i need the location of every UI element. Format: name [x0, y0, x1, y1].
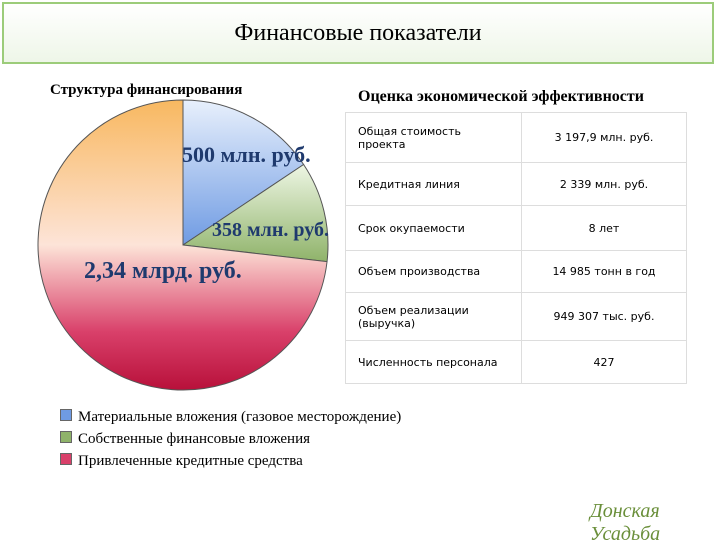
- pie-slice: [37, 99, 328, 391]
- legend-swatch: [60, 431, 72, 443]
- legend-label: Материальные вложения (газовое месторожд…: [78, 409, 402, 425]
- table-row: Объем реализации (выручка) 949 307 тыс. р…: [345, 292, 687, 341]
- table-title: Оценка экономической эффективности: [358, 88, 644, 105]
- chart-title: Структура финансирования: [50, 82, 243, 98]
- label-cell: Срок окупаемости: [345, 205, 522, 251]
- legend-entry: Привлеченные кредитные средства: [60, 450, 401, 472]
- value-cell: 8 лет: [521, 205, 687, 251]
- table-row: Кредитная линия 2 339 млн. руб.: [345, 162, 687, 206]
- pie-slice: [182, 99, 305, 246]
- table-row: Общая стоимость проекта 3 197,9 млн. руб.: [345, 112, 687, 163]
- legend-label: Собственные финансовые вложения: [78, 431, 311, 447]
- logo: Донская Усадьба: [590, 500, 661, 545]
- label-cell: Кредитная линия: [345, 162, 522, 206]
- legend: Материальные вложения (газовое месторожд…: [60, 406, 401, 472]
- value-cell: 427: [521, 340, 687, 384]
- legend-swatch: [60, 453, 72, 465]
- label-cell: Численность персонала: [345, 340, 522, 384]
- value-cell: 14 985 тонн в год: [521, 250, 687, 293]
- pie-slice: [181, 163, 329, 263]
- legend-entry: Собственные финансовые вложения: [60, 428, 401, 450]
- table-row: Численность персонала 427: [345, 340, 687, 384]
- table: Общая стоимость проекта 3 197,9 млн. руб.…: [345, 112, 687, 384]
- value-cell: 2 339 млн. руб.: [521, 162, 687, 206]
- data-label: 2,34 млрд. руб.: [84, 258, 242, 284]
- pie-chart: 500 млн. руб. 358 млн. руб. 2,34 млрд. руб…: [37, 99, 329, 391]
- slide-title: Финансовые показатели: [234, 20, 482, 46]
- label-cell: Общая стоимость проекта: [345, 112, 522, 163]
- value-cell: 949 307 тыс. руб.: [521, 292, 687, 341]
- value-cell: 3 197,9 млн. руб.: [521, 112, 687, 163]
- label-cell: Объем реализации (выручка): [345, 292, 522, 341]
- label-cell: Объем производства: [345, 250, 522, 293]
- legend-swatch: [60, 409, 72, 421]
- table-row: Объем производства 14 985 тонн в год: [345, 250, 687, 293]
- data-label: 358 млн. руб.: [212, 219, 329, 241]
- table-row: Срок окупаемости 8 лет: [345, 205, 687, 251]
- legend-label: Привлеченные кредитные средства: [78, 453, 303, 469]
- legend-entry: Материальные вложения (газовое месторожд…: [60, 406, 401, 428]
- header: Финансовые показатели: [2, 2, 714, 64]
- data-label: 500 млн. руб.: [182, 142, 311, 167]
